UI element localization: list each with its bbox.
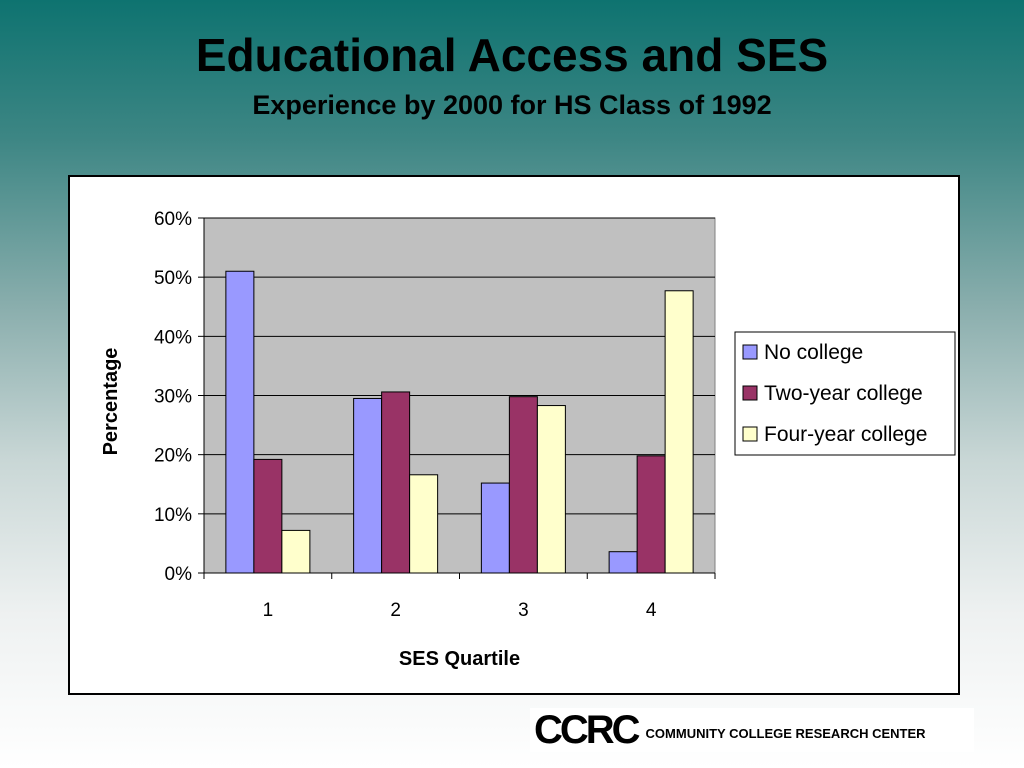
x-tick-label: 4 xyxy=(646,600,657,621)
legend-swatch xyxy=(742,385,758,401)
slide-subtitle: Experience by 2000 for HS Class of 1992 xyxy=(252,90,772,120)
logo-text: COMMUNITY COLLEGE RESEARCH CENTER xyxy=(645,725,926,741)
y-tick-label: 60% xyxy=(154,209,192,230)
bar xyxy=(480,482,510,574)
y-tick-label: 10% xyxy=(154,505,192,526)
bar xyxy=(253,458,283,574)
x-tick-label: 3 xyxy=(518,600,529,621)
y-tick-label: 30% xyxy=(154,387,192,408)
bar xyxy=(608,551,638,574)
y-tick-label: 0% xyxy=(165,564,193,585)
bar xyxy=(409,474,439,574)
chart-frame: 0% 10% 20% 30% 40% 50% 60% 1 2 3 4 SES Quartile Perc… xyxy=(68,175,960,695)
bar xyxy=(225,270,255,574)
x-tick-label: 1 xyxy=(263,600,274,621)
legend-swatch xyxy=(742,426,758,442)
x-axis-title: SES Quartile xyxy=(399,648,520,670)
y-tick-label: 40% xyxy=(154,327,192,348)
y-axis-title: Percentage xyxy=(100,348,122,456)
slide-title: Educational Access and SES xyxy=(195,29,829,81)
legend-label: Four-year college xyxy=(764,423,927,446)
bar xyxy=(353,397,383,574)
bar xyxy=(536,405,566,574)
bar xyxy=(664,290,694,574)
legend-label: Two-year college xyxy=(764,382,923,405)
legend-label: No college xyxy=(764,341,863,364)
legend xyxy=(734,331,956,456)
bar xyxy=(636,455,666,574)
bar xyxy=(381,391,411,574)
legend-swatch xyxy=(742,344,758,360)
bar-chart: 0% 10% 20% 30% 40% 50% 60% 1 2 3 4 SES Quartile Perc… xyxy=(100,209,956,670)
y-tick-label: 50% xyxy=(154,268,192,289)
bar xyxy=(281,529,311,574)
bar xyxy=(508,396,538,574)
logo-mark: CCRC xyxy=(534,708,641,752)
y-tick-label: 20% xyxy=(154,446,192,467)
ccrc-logo: CCRC COMMUNITY COLLEGE RESEARCH CENTER xyxy=(530,708,974,752)
x-tick-label: 2 xyxy=(390,600,401,621)
